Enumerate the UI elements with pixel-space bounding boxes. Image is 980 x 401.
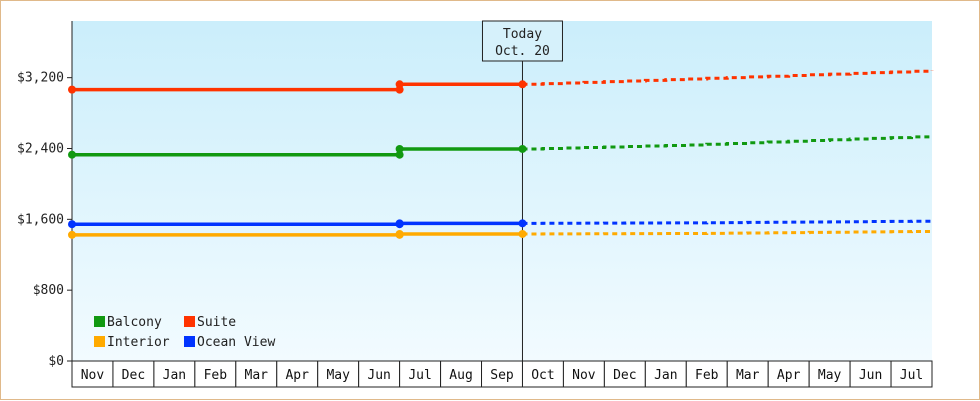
x-tick-label: Nov bbox=[572, 368, 596, 383]
x-tick-label: May bbox=[326, 368, 350, 383]
legend-label-balcony: Balcony bbox=[107, 315, 162, 330]
x-tick-cell bbox=[890, 360, 933, 388]
x-tick-label: Aug bbox=[449, 368, 472, 383]
x-tick-cell bbox=[849, 360, 892, 388]
data-point-balcony bbox=[395, 144, 404, 153]
today-callout-box bbox=[481, 20, 563, 62]
series-forecast-interior bbox=[522, 229, 934, 236]
plot-area bbox=[72, 21, 932, 361]
x-tick-cell bbox=[808, 360, 851, 388]
series-lines bbox=[68, 69, 934, 239]
legend: Balcony Suite Interior Ocean View bbox=[94, 315, 275, 350]
x-tick-cell bbox=[481, 360, 523, 388]
x-tick-label: Jan bbox=[163, 368, 186, 383]
series-ocean-view bbox=[68, 219, 934, 229]
x-tick-label: Apr bbox=[285, 368, 309, 383]
x-tick-cell bbox=[399, 360, 442, 388]
legend-swatch-suite bbox=[184, 316, 195, 327]
y-tick-label: $0 bbox=[48, 354, 64, 369]
series-suite bbox=[68, 69, 934, 94]
data-point-interior bbox=[518, 229, 527, 238]
x-tick-label: Jul bbox=[900, 368, 923, 383]
data-point-interior bbox=[395, 229, 404, 238]
series-interior bbox=[68, 229, 934, 239]
x-tick-label: Mar bbox=[245, 368, 269, 383]
x-tick-label: May bbox=[818, 368, 842, 383]
x-tick-label: Mar bbox=[736, 368, 760, 383]
x-tick-label: Dec bbox=[122, 368, 145, 383]
y-tick-label: $800 bbox=[33, 283, 64, 298]
x-tick-label: Jan bbox=[654, 368, 677, 383]
data-point-suite bbox=[395, 80, 404, 89]
x-tick-label: Dec bbox=[613, 368, 636, 383]
data-point-balcony bbox=[395, 150, 404, 159]
x-tick-label: Jun bbox=[367, 368, 390, 383]
legend-swatch-ocean-view bbox=[184, 336, 195, 347]
legend-swatch-balcony bbox=[94, 316, 105, 327]
series-line-interior bbox=[72, 232, 523, 237]
data-point-ocean-view bbox=[395, 219, 404, 228]
x-tick-cell bbox=[235, 360, 278, 388]
x-tick-cell bbox=[153, 360, 196, 388]
series-forecast-ocean-view bbox=[522, 219, 934, 225]
series-line-ocean-view bbox=[72, 221, 523, 226]
data-point-balcony bbox=[518, 144, 527, 153]
x-tick-cell bbox=[562, 360, 605, 388]
x-axis: Nov Dec Jan Feb Mar Apr May Jun Jul Aug Sep Oct Nov D… bbox=[71, 360, 933, 388]
x-tick-label: Jul bbox=[408, 368, 431, 383]
y-tick-label: $3,200 bbox=[17, 71, 64, 86]
x-tick-cell bbox=[726, 360, 769, 388]
data-point-ocean-view bbox=[518, 219, 527, 228]
x-tick-cell bbox=[71, 360, 114, 388]
legend-swatch-interior bbox=[94, 336, 105, 347]
x-tick-label: Apr bbox=[777, 368, 801, 383]
x-tick-cell bbox=[603, 360, 646, 388]
x-tick-label: Feb bbox=[204, 368, 228, 383]
x-tick-label: Nov bbox=[81, 368, 105, 383]
x-tick-cell bbox=[276, 360, 319, 388]
data-point-ocean-view bbox=[68, 220, 76, 229]
x-tick-label: Oct bbox=[531, 368, 554, 383]
series-forecast-balcony bbox=[522, 135, 934, 151]
data-point-interior bbox=[68, 230, 76, 239]
legend-label-ocean-view: Ocean View bbox=[197, 335, 275, 350]
data-point-suite bbox=[518, 80, 527, 89]
x-tick-cell bbox=[112, 360, 155, 388]
y-tick-label: $1,600 bbox=[17, 212, 64, 227]
today-date-label: Oct. 20 bbox=[495, 44, 550, 59]
x-tick-cell bbox=[194, 360, 237, 388]
today-marker: Today Oct. 20 bbox=[481, 20, 563, 361]
today-label: Today bbox=[503, 27, 542, 42]
series-forecast-suite bbox=[522, 69, 934, 86]
x-tick-label: Sep bbox=[490, 368, 514, 383]
legend-label-suite: Suite bbox=[197, 315, 236, 330]
data-point-balcony bbox=[68, 150, 76, 159]
series-balcony bbox=[68, 135, 934, 159]
data-point-suite bbox=[68, 85, 76, 94]
x-tick-cell bbox=[685, 360, 728, 388]
y-tick-label: $2,400 bbox=[17, 142, 64, 157]
y-axis: $0 $800 $1,600 $2,400 $3,200 bbox=[17, 21, 73, 369]
x-tick-label: Jun bbox=[859, 368, 882, 383]
legend-label-interior: Interior bbox=[107, 335, 170, 350]
x-tick-label: Feb bbox=[695, 368, 719, 383]
